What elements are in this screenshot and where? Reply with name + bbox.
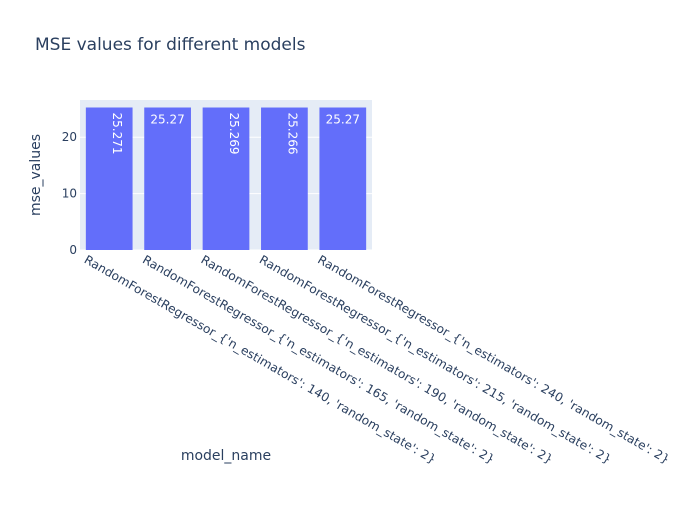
bar-data-label: 25.27	[150, 113, 184, 127]
bar-data-label: 25.266	[285, 113, 299, 155]
y-tick-label: 20	[62, 130, 77, 144]
bar[interactable]	[144, 107, 191, 251]
bar-data-label: 25.27	[326, 113, 360, 127]
y-tick-label: 10	[62, 187, 77, 201]
bar[interactable]	[319, 107, 367, 251]
bar[interactable]	[202, 107, 250, 250]
chart-title: MSE values for different models	[35, 35, 306, 55]
bar[interactable]	[85, 107, 133, 251]
x-axis-title: model_name	[181, 448, 271, 464]
y-axis-title: mse_values	[28, 134, 44, 216]
y-tick-label: 0	[69, 243, 77, 257]
y-axis-ticks: 0 10 20	[62, 130, 77, 257]
x-axis-ticks: RandomForestRegressor_{'n_estimators': 1…	[82, 252, 672, 466]
bar-data-label: 25.269	[227, 113, 241, 155]
bar[interactable]	[261, 107, 308, 250]
bars: 25.271 25.27 25.269 25.266 25.27	[85, 107, 367, 251]
bar-data-label: 25.271	[110, 112, 124, 154]
